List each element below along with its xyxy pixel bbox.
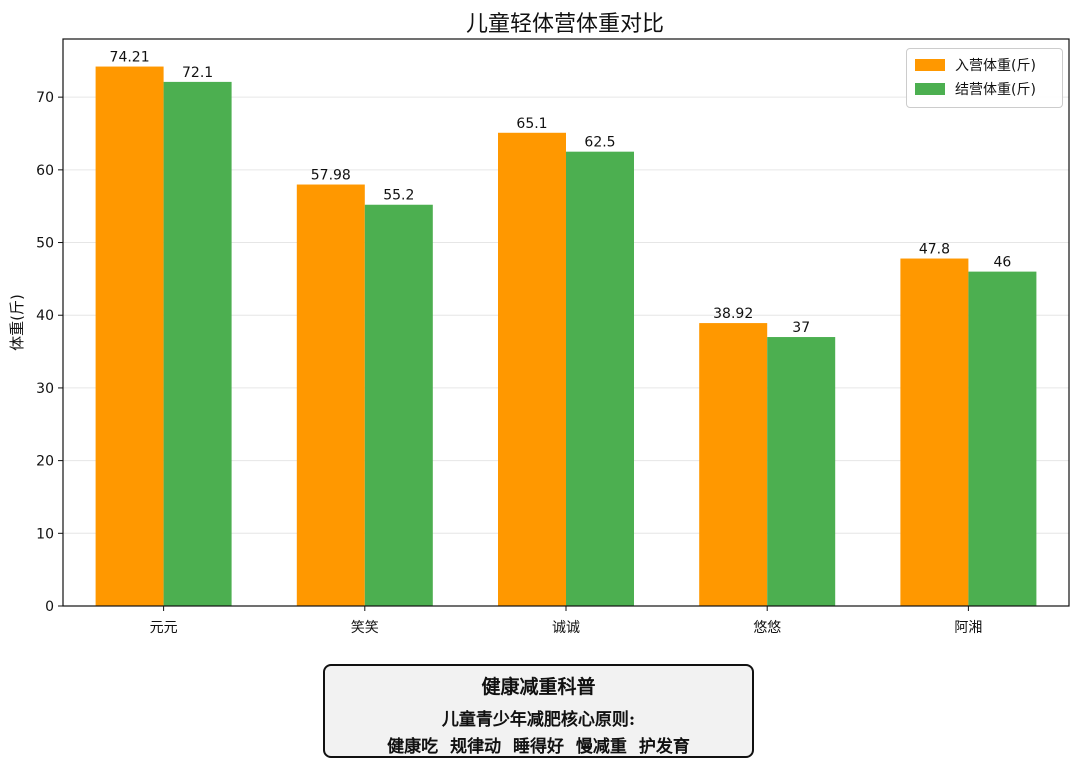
bar xyxy=(163,81,232,607)
bar xyxy=(498,132,566,606)
legend-swatch-orange xyxy=(915,59,945,71)
legend-label-entry-weight: 入营体重(斤) xyxy=(955,58,1036,74)
legend-item-exit-weight: 结营体重(斤) xyxy=(915,79,1036,99)
bar xyxy=(767,337,836,606)
bar xyxy=(296,184,365,606)
bar-value-label: 46 xyxy=(993,255,1011,271)
x-tick-label: 元元 xyxy=(150,620,178,636)
bar-value-label: 38.92 xyxy=(713,306,753,322)
x-tick-label: 悠悠 xyxy=(753,620,781,636)
bar xyxy=(95,66,164,606)
y-tick-label: 10 xyxy=(36,526,54,542)
bar-value-label: 74.21 xyxy=(110,50,150,66)
y-tick-label: 0 xyxy=(45,599,54,615)
bar-chart: 0 10 20 30 40 50 60 70 74.21 57.98 65.1 38.92 47.8 72… xyxy=(8,38,1070,636)
bar-value-label: 47.8 xyxy=(919,242,950,258)
legend-swatch-green xyxy=(915,83,945,95)
bar xyxy=(699,323,768,606)
y-tick-label: 40 xyxy=(36,308,54,324)
bar-value-label: 62.5 xyxy=(584,135,615,151)
legend-item-entry-weight: 入营体重(斤) xyxy=(915,55,1036,75)
info-box-title: 健康减重科普 xyxy=(481,676,596,698)
plot-frame xyxy=(62,38,1070,607)
y-tick-label: 30 xyxy=(36,381,54,397)
y-tick-label: 20 xyxy=(36,454,54,470)
x-tick-label: 阿湘 xyxy=(954,620,982,636)
y-tick-label: 70 xyxy=(36,90,54,106)
x-tick-label: 笑笑 xyxy=(351,620,379,636)
y-tick-label: 60 xyxy=(36,163,54,179)
legend: 入营体重(斤) 结营体重(斤) xyxy=(906,48,1063,108)
x-tick-label: 诚诚 xyxy=(552,620,580,636)
bar-value-label: 72.1 xyxy=(182,65,213,81)
info-box-subtitle: 儿童青少年减肥核心原则: xyxy=(441,710,636,730)
bar-value-label: 55.2 xyxy=(383,188,414,204)
health-info-box: 健康减重科普 儿童青少年减肥核心原则: 健康吃 规律动 睡得好 慢减重 护发育 xyxy=(323,664,754,758)
y-axis-label: 体重(斤) xyxy=(8,294,26,351)
chart-title: 儿童轻体营体重对比 xyxy=(465,12,664,37)
bar xyxy=(900,258,969,606)
bar-value-label: 65.1 xyxy=(516,116,547,132)
info-box-principles: 健康吃 规律动 睡得好 慢减重 护发育 xyxy=(387,737,690,757)
bar xyxy=(364,204,433,606)
legend-label-exit-weight: 结营体重(斤) xyxy=(955,82,1036,98)
bar-value-label: 57.98 xyxy=(311,168,351,184)
y-tick-label: 50 xyxy=(36,236,54,252)
bar xyxy=(968,271,1037,606)
bar-value-label: 37 xyxy=(792,320,810,336)
bar xyxy=(566,151,634,606)
